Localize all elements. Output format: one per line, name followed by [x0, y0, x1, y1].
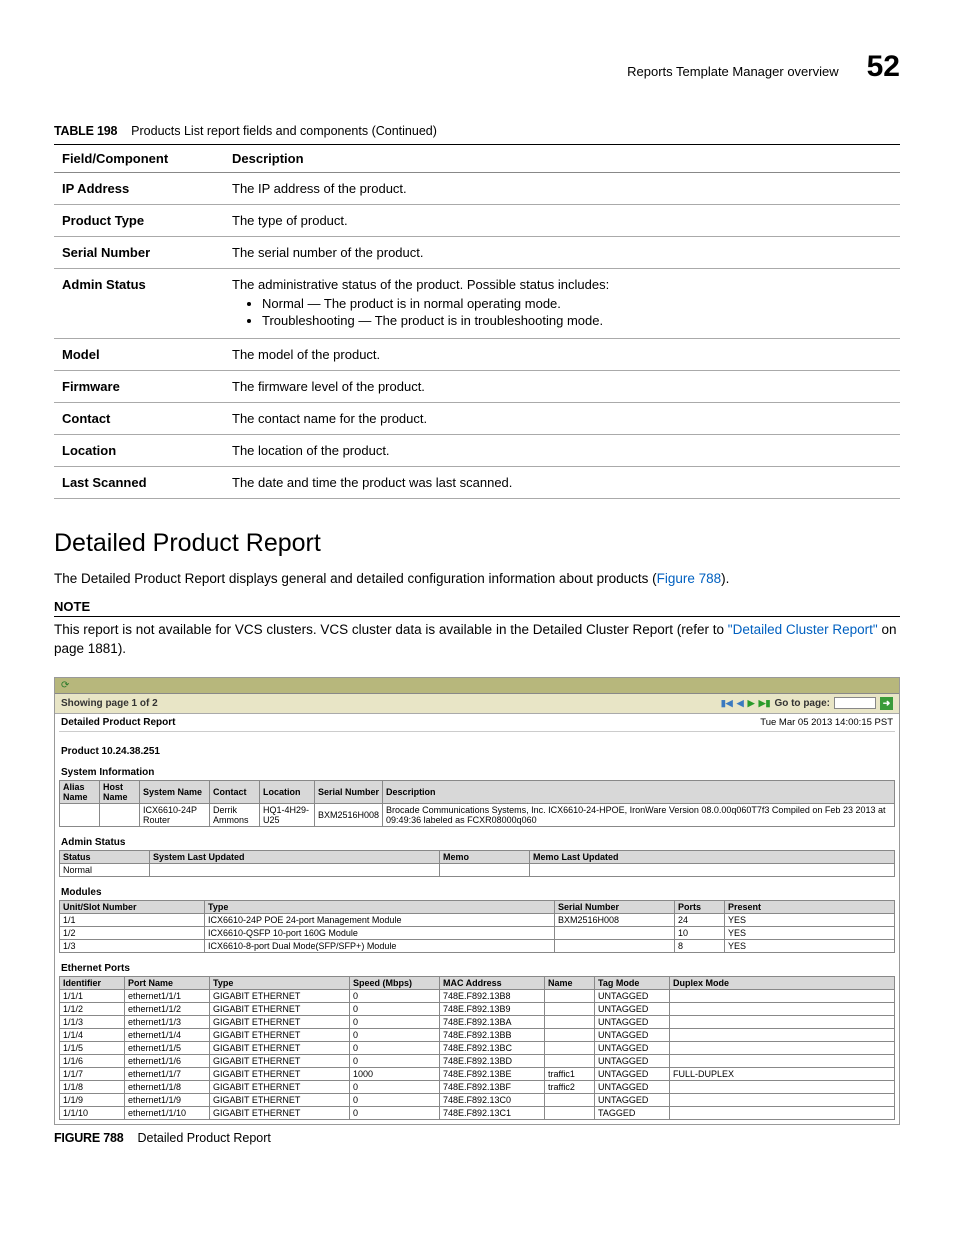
refresh-icon[interactable]: ⟳: [61, 680, 69, 691]
table-row: FirmwareThe firmware level of the produc…: [54, 371, 900, 403]
note-heading: NOTE: [54, 599, 900, 617]
next-page-icon[interactable]: ▶: [748, 698, 755, 709]
bullet: Troubleshooting — The product is in trou…: [262, 313, 892, 328]
table-caption: TABLE 198 Products List report fields an…: [54, 124, 900, 138]
table-caption-text: Products List report fields and componen…: [131, 124, 437, 138]
ss-admin-label: Admin Status: [61, 837, 895, 848]
table-row: LocationThe location of the product.: [54, 435, 900, 467]
ss-timestamp: Tue Mar 05 2013 14:00:15 PST: [760, 717, 893, 728]
report-screenshot: ⟳ Showing page 1 of 2 ▮◀ ◀ ▶ ▶▮ Go to pa…: [54, 677, 900, 1125]
figure-label: FIGURE 788: [54, 1131, 124, 1145]
table-row: Product TypeThe type of product.: [54, 205, 900, 237]
table-row: 1/1/4ethernet1/1/4GIGABIT ETHERNET0748E.…: [60, 1028, 895, 1041]
table-row: IP AddressThe IP address of the product.: [54, 173, 900, 205]
table-row: 1/1/7ethernet1/1/7GIGABIT ETHERNET100074…: [60, 1067, 895, 1080]
table-row: 1/3ICX6610-8-port Dual Mode(SFP/SFP+) Mo…: [60, 939, 895, 952]
ss-modules-table: Unit/Slot Number Type Serial Number Port…: [59, 900, 895, 953]
table-row: 1/1/10ethernet1/1/10GIGABIT ETHERNET0748…: [60, 1106, 895, 1119]
table-row: 1/1ICX6610-24P POE 24-port Management Mo…: [60, 913, 895, 926]
note-paragraph: This report is not available for VCS clu…: [54, 621, 900, 659]
table-row: 1/2ICX6610-QSFP 10-port 160G Module10YES: [60, 926, 895, 939]
goto-label: Go to page:: [774, 698, 830, 709]
table-row: ModelThe model of the product.: [54, 339, 900, 371]
ss-pager: Showing page 1 of 2 ▮◀ ◀ ▶ ▶▮ Go to page…: [55, 694, 899, 714]
table-row: 1/1/6ethernet1/1/6GIGABIT ETHERNET0748E.…: [60, 1054, 895, 1067]
fields-table: Field/Component Description IP AddressTh…: [54, 144, 900, 499]
ss-ports-table: Identifier Port Name Type Speed (Mbps) M…: [59, 976, 895, 1120]
ss-sysinfo-label: System Information: [61, 767, 895, 778]
first-page-icon[interactable]: ▮◀: [721, 698, 733, 709]
th-field: Field/Component: [54, 145, 224, 173]
ss-modules-label: Modules: [61, 887, 895, 898]
table-row: ContactThe contact name for the product.: [54, 403, 900, 435]
chapter-number: 52: [867, 50, 900, 84]
table-row: Normal: [60, 863, 895, 876]
table-row: Last ScannedThe date and time the produc…: [54, 467, 900, 499]
goto-page-input[interactable]: [834, 697, 876, 709]
page-header: Reports Template Manager overview 52: [54, 50, 900, 84]
ss-report-title: Detailed Product Report: [61, 717, 175, 728]
figure-caption: FIGURE 788 Detailed Product Report: [54, 1131, 900, 1145]
section-heading: Detailed Product Report: [54, 529, 900, 558]
table-row: 1/1/9ethernet1/1/9GIGABIT ETHERNET0748E.…: [60, 1093, 895, 1106]
table-row: 1/1/5ethernet1/1/5GIGABIT ETHERNET0748E.…: [60, 1041, 895, 1054]
table-row: ICX6610-24P Router Derrik Ammons HQ1-4H2…: [60, 803, 895, 826]
prev-page-icon[interactable]: ◀: [737, 698, 744, 709]
ss-sysinfo-table: Alias Name Host Name System Name Contact…: [59, 780, 895, 827]
section-paragraph: The Detailed Product Report displays gen…: [54, 570, 900, 589]
pager-text: Showing page 1 of 2: [61, 698, 158, 709]
last-page-icon[interactable]: ▶▮: [759, 698, 771, 709]
table-row: Serial NumberThe serial number of the pr…: [54, 237, 900, 269]
ss-admin-table: Status System Last Updated Memo Memo Las…: [59, 850, 895, 877]
go-button[interactable]: ➜: [880, 697, 893, 710]
table-row: Admin Status The administrative status o…: [54, 269, 900, 339]
ss-ports-label: Ethernet Ports: [61, 963, 895, 974]
table-row: 1/1/8ethernet1/1/8GIGABIT ETHERNET0748E.…: [60, 1080, 895, 1093]
table-row: 1/1/1ethernet1/1/1GIGABIT ETHERNET0748E.…: [60, 989, 895, 1002]
ss-product-id: Product 10.24.38.251: [61, 746, 895, 757]
table-row: 1/1/3ethernet1/1/3GIGABIT ETHERNET0748E.…: [60, 1015, 895, 1028]
figure-caption-text: Detailed Product Report: [137, 1131, 270, 1145]
ss-toolbar: ⟳: [55, 678, 899, 694]
cluster-report-link[interactable]: "Detailed Cluster Report": [728, 622, 878, 637]
bullet: Normal — The product is in normal operat…: [262, 296, 892, 311]
th-desc: Description: [224, 145, 900, 173]
table-row: 1/1/2ethernet1/1/2GIGABIT ETHERNET0748E.…: [60, 1002, 895, 1015]
table-label: TABLE 198: [54, 124, 117, 138]
figure-link[interactable]: Figure 788: [657, 571, 722, 586]
header-title: Reports Template Manager overview: [627, 64, 838, 79]
